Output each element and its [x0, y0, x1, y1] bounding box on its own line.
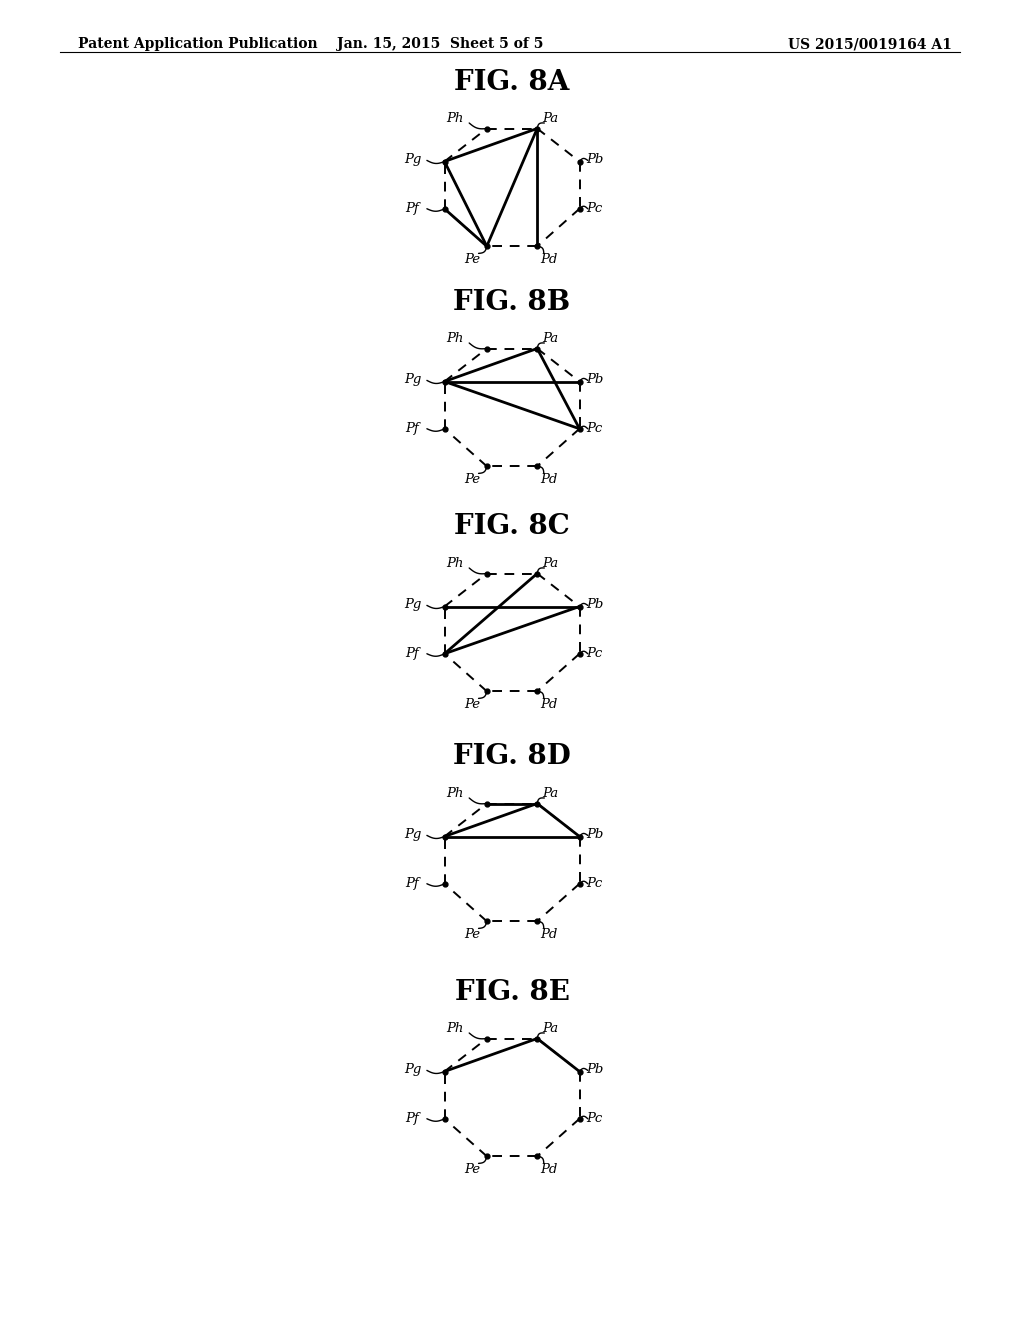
Text: Pf: Pf: [406, 878, 420, 890]
Text: FIG. 8D: FIG. 8D: [454, 743, 570, 771]
Text: Pg: Pg: [403, 598, 421, 611]
Text: Patent Application Publication: Patent Application Publication: [78, 37, 317, 51]
Text: Pc: Pc: [587, 202, 603, 215]
Text: Pg: Pg: [403, 153, 421, 166]
Text: Pf: Pf: [406, 1113, 420, 1125]
Text: FIG. 8C: FIG. 8C: [454, 513, 570, 540]
Text: Pf: Pf: [406, 202, 420, 215]
Text: FIG. 8A: FIG. 8A: [455, 69, 569, 95]
Text: Jan. 15, 2015  Sheet 5 of 5: Jan. 15, 2015 Sheet 5 of 5: [337, 37, 543, 51]
Text: Ph: Ph: [446, 1022, 464, 1035]
Text: Pd: Pd: [541, 252, 558, 265]
Text: Pa: Pa: [542, 112, 558, 125]
Text: Pb: Pb: [586, 374, 603, 385]
Text: Pa: Pa: [542, 557, 558, 570]
Text: US 2015/0019164 A1: US 2015/0019164 A1: [788, 37, 952, 51]
Text: Ph: Ph: [446, 333, 464, 345]
Text: Pa: Pa: [542, 333, 558, 345]
Text: Pe: Pe: [464, 928, 480, 941]
Text: Pe: Pe: [464, 698, 480, 710]
Text: Pg: Pg: [403, 374, 421, 385]
Text: Pd: Pd: [541, 928, 558, 941]
Text: Pd: Pd: [541, 473, 558, 486]
Text: Pe: Pe: [464, 473, 480, 486]
Text: Pa: Pa: [542, 787, 558, 800]
Text: Pe: Pe: [464, 1163, 480, 1176]
Text: Pf: Pf: [406, 647, 420, 660]
Text: Pb: Pb: [586, 153, 603, 166]
Text: Pg: Pg: [403, 1063, 421, 1076]
Text: Ph: Ph: [446, 112, 464, 125]
Text: Pb: Pb: [586, 1063, 603, 1076]
Text: Pd: Pd: [541, 1163, 558, 1176]
Text: Pc: Pc: [587, 422, 603, 436]
Text: FIG. 8E: FIG. 8E: [455, 978, 569, 1006]
Text: Pc: Pc: [587, 1113, 603, 1125]
Text: Pg: Pg: [403, 828, 421, 841]
Text: Ph: Ph: [446, 557, 464, 570]
Text: Pa: Pa: [542, 1022, 558, 1035]
Text: Pd: Pd: [541, 698, 558, 710]
Text: Pc: Pc: [587, 878, 603, 890]
Text: Pc: Pc: [587, 647, 603, 660]
Text: Pf: Pf: [406, 422, 420, 436]
Text: Pb: Pb: [586, 828, 603, 841]
Text: Pb: Pb: [586, 598, 603, 611]
Text: FIG. 8B: FIG. 8B: [454, 289, 570, 315]
Text: Ph: Ph: [446, 787, 464, 800]
Text: Pe: Pe: [464, 252, 480, 265]
